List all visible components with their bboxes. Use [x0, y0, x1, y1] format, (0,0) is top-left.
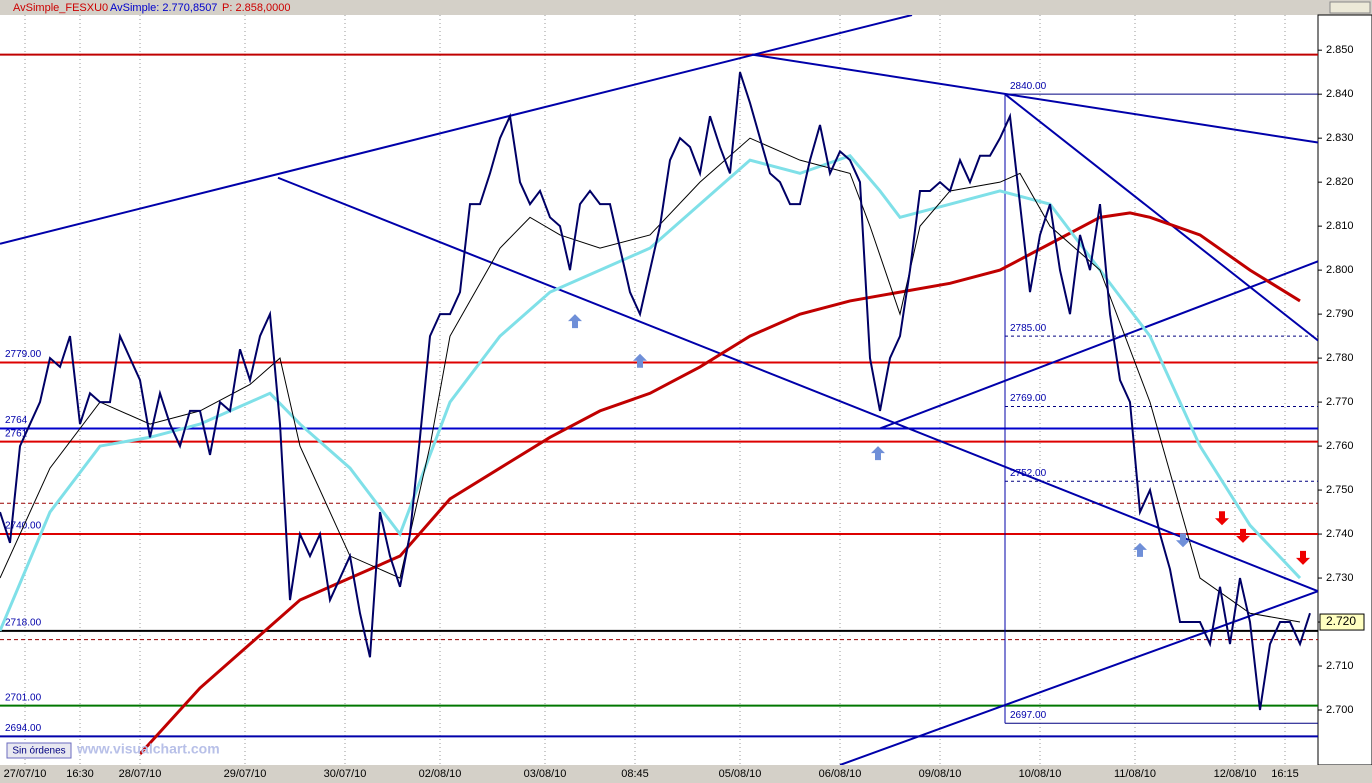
x-tick-label: 06/08/10 [819, 768, 862, 780]
y-tick-label: 2.790 [1326, 308, 1354, 320]
x-tick-label: 08:45 [621, 768, 649, 780]
y-tick-label: 2.710 [1326, 660, 1354, 672]
last-price-tag [1319, 613, 1365, 631]
fib-label: 2752.00 [1010, 468, 1047, 479]
window-controls[interactable] [1329, 1, 1371, 14]
trendline [839, 590, 1318, 765]
y-tick-label: 2.750 [1326, 484, 1354, 496]
x-tick-label: 12/08/10 [1214, 768, 1257, 780]
y-tick-label: 2.780 [1326, 352, 1354, 364]
price-axis [1317, 14, 1372, 766]
level-label: 2764 [5, 415, 28, 426]
signal-arrow [1215, 511, 1229, 526]
x-tick-label: 30/07/10 [324, 768, 367, 780]
x-tick-label: 05/08/10 [719, 768, 762, 780]
y-tick-label: 2.760 [1326, 440, 1354, 452]
header-price: P: 2.858,0000 [222, 2, 291, 14]
x-tick-label: 02/08/10 [419, 768, 462, 780]
signal-arrow [568, 314, 582, 329]
orders-button-label[interactable]: Sin órdenes [12, 746, 65, 757]
price-series [0, 137, 1301, 623]
level-label: 2718.00 [5, 617, 42, 628]
signal-arrow [1176, 533, 1190, 548]
trendline [751, 53, 1318, 144]
x-tick-label: 27/07/10 [4, 768, 47, 780]
level-label: 2761 [5, 428, 28, 439]
y-tick-label: 2.830 [1326, 132, 1354, 144]
y-tick-label: 2.800 [1326, 264, 1354, 276]
signal-arrow [1236, 528, 1250, 543]
header-bar [0, 0, 1372, 15]
x-tick-label: 16:15 [1271, 768, 1299, 780]
y-tick-label: 2.770 [1326, 396, 1354, 408]
y-tick-label: 2.820 [1326, 176, 1354, 188]
price-series [0, 154, 1302, 632]
fib-label: 2697.00 [1010, 710, 1047, 721]
header-avg: AvSimple: 2.770,8507 [110, 2, 217, 14]
trendline [1004, 93, 1318, 342]
y-tick-label: 2.840 [1326, 88, 1354, 100]
signal-arrow [871, 446, 885, 461]
level-label: 2701.00 [5, 692, 42, 703]
fib-label: 2785.00 [1010, 323, 1047, 334]
y-tick-label: 2.850 [1326, 44, 1354, 56]
x-tick-label: 10/08/10 [1019, 768, 1062, 780]
y-tick-label: 2.700 [1326, 704, 1354, 716]
x-tick-label: 28/07/10 [119, 768, 162, 780]
x-tick-label: 29/07/10 [224, 768, 267, 780]
y-tick-label: 2.730 [1326, 572, 1354, 584]
fib-label: 2840.00 [1010, 81, 1047, 92]
price-series [0, 71, 1311, 711]
orders-button[interactable] [6, 742, 72, 759]
signal-arrow [1296, 550, 1310, 565]
y-tick-label: 2.740 [1326, 528, 1354, 540]
signal-arrow [1133, 542, 1147, 557]
x-tick-label: 11/08/10 [1114, 768, 1156, 780]
fib-label: 2769.00 [1010, 393, 1047, 404]
x-tick-label: 09/08/10 [919, 768, 962, 780]
trendline [879, 260, 1318, 430]
x-tick-label: 16:30 [66, 768, 94, 780]
last-price-label: 2.720 [1326, 614, 1356, 628]
y-tick-label: 2.810 [1326, 220, 1354, 232]
x-tick-label: 03/08/10 [524, 768, 567, 780]
signal-arrow [633, 353, 647, 368]
header-name: AvSimple_FESXU0 [13, 2, 108, 14]
level-label: 2779.00 [5, 349, 42, 360]
level-label: 2694.00 [5, 723, 42, 734]
price-series [138, 211, 1301, 756]
trendline [277, 176, 1318, 593]
watermark: www.visualchart.com [76, 741, 220, 757]
trendline [0, 15, 913, 245]
time-axis [0, 765, 1372, 783]
